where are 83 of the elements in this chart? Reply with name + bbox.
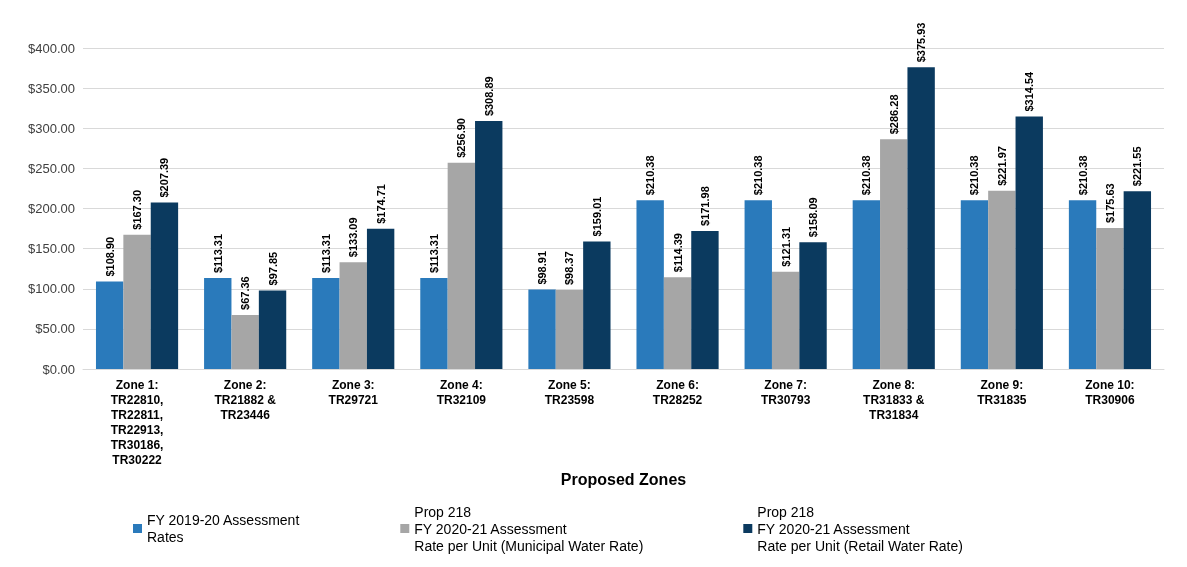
bar (123, 234, 151, 369)
x-tick-label: Zone 10: TR30906 (1085, 377, 1135, 407)
bar (907, 67, 935, 369)
x-tick-label: Zone 2: TR21882 & TR23446 (214, 377, 277, 422)
data-label: $114.39 (671, 233, 684, 273)
data-label: $98.37 (563, 251, 576, 286)
bar (1015, 116, 1043, 369)
bar (771, 271, 800, 369)
x-tick-label: Zone 7: TR30793 (760, 377, 811, 407)
data-label: $175.63 (1103, 183, 1116, 224)
x-tick-label: Zone 9: TR31835 (977, 377, 1027, 407)
data-label: $174.71 (374, 184, 387, 224)
bar (1068, 200, 1097, 369)
data-label: $286.28 (887, 94, 900, 135)
y-tick-label: $350.00 (28, 80, 75, 96)
data-label: $171.98 (698, 186, 711, 226)
y-tick-label: $50.00 (35, 321, 75, 337)
data-label: $167.30 (131, 189, 144, 230)
y-tick-label: $300.00 (28, 120, 75, 136)
data-label: $210.38 (752, 155, 765, 196)
x-tick-label: Zone 8: TR31833 & TR31834 (863, 377, 925, 422)
bar (339, 262, 367, 369)
bar (1096, 228, 1124, 369)
x-tick-label: Zone 6: TR28252 (652, 377, 703, 407)
legend-label: Prop 218 FY 2020-21 Assessment Rate per Unit (Retail Water Rate) (757, 503, 963, 554)
bar (852, 200, 881, 369)
data-label: $121.31 (779, 226, 792, 267)
bar (583, 241, 611, 369)
data-label: $67.36 (239, 276, 252, 310)
x-tick-label: Zone 5: TR23598 (544, 377, 595, 407)
data-label: $133.09 (347, 217, 360, 258)
bar (231, 314, 259, 369)
bar (744, 200, 772, 369)
bar (636, 200, 664, 369)
bar (663, 277, 692, 369)
data-label: $210.38 (968, 155, 981, 196)
bar (799, 242, 827, 369)
data-label: $308.89 (482, 76, 495, 117)
x-tick-label: Zone 3: TR29721 (328, 377, 379, 407)
data-label: $210.38 (644, 155, 657, 196)
y-tick-label: $400.00 (28, 40, 75, 56)
data-label: $113.31 (427, 233, 440, 274)
bar (988, 190, 1016, 369)
data-label: $210.38 (860, 155, 873, 196)
legend-label: Prop 218 FY 2020-21 Assessment Rate per Unit (Municipal Water Rate) (414, 503, 644, 554)
bar (555, 290, 584, 369)
data-label: $98.91 (536, 250, 549, 285)
data-label: $210.38 (1076, 155, 1089, 196)
bar (150, 202, 179, 369)
bar (204, 278, 232, 369)
y-tick-label: $150.00 (28, 241, 75, 257)
y-tick-label: $250.00 (28, 160, 75, 176)
data-label: $314.54 (1023, 70, 1036, 112)
y-tick-label: $200.00 (28, 201, 75, 216)
bar (366, 228, 395, 369)
data-label: $221.55 (1131, 146, 1144, 187)
y-tick-label: $100.00 (28, 281, 75, 297)
bar (1123, 191, 1152, 369)
data-label: $159.01 (590, 196, 603, 237)
bar (312, 278, 340, 369)
bar (528, 289, 556, 369)
bar (960, 200, 989, 369)
bar (95, 281, 124, 369)
legend-label: FY 2019-20 Assessment Rates (147, 512, 300, 545)
x-axis-title: Proposed Zones (560, 471, 687, 489)
bar (420, 278, 448, 369)
x-tick-label: Zone 4: TR32109 (436, 377, 487, 407)
data-label: $97.85 (266, 251, 279, 286)
data-label: $375.93 (915, 22, 928, 63)
bar (880, 139, 908, 369)
data-label: $256.90 (455, 118, 468, 158)
data-label: $108.90 (103, 236, 116, 277)
y-tick-label: $0.00 (42, 361, 75, 377)
data-label: $113.31 (319, 233, 332, 274)
data-label: $221.97 (995, 146, 1008, 186)
bar (447, 162, 476, 369)
bar (475, 121, 503, 369)
data-label: $207.39 (158, 157, 171, 198)
x-tick-label: Zone 1: TR22810, TR22811, TR22913, TR30186, TR30222 (110, 377, 164, 467)
data-label: $158.09 (807, 197, 820, 238)
bar (691, 230, 719, 369)
bar (258, 290, 287, 369)
data-label: $113.31 (211, 233, 224, 274)
